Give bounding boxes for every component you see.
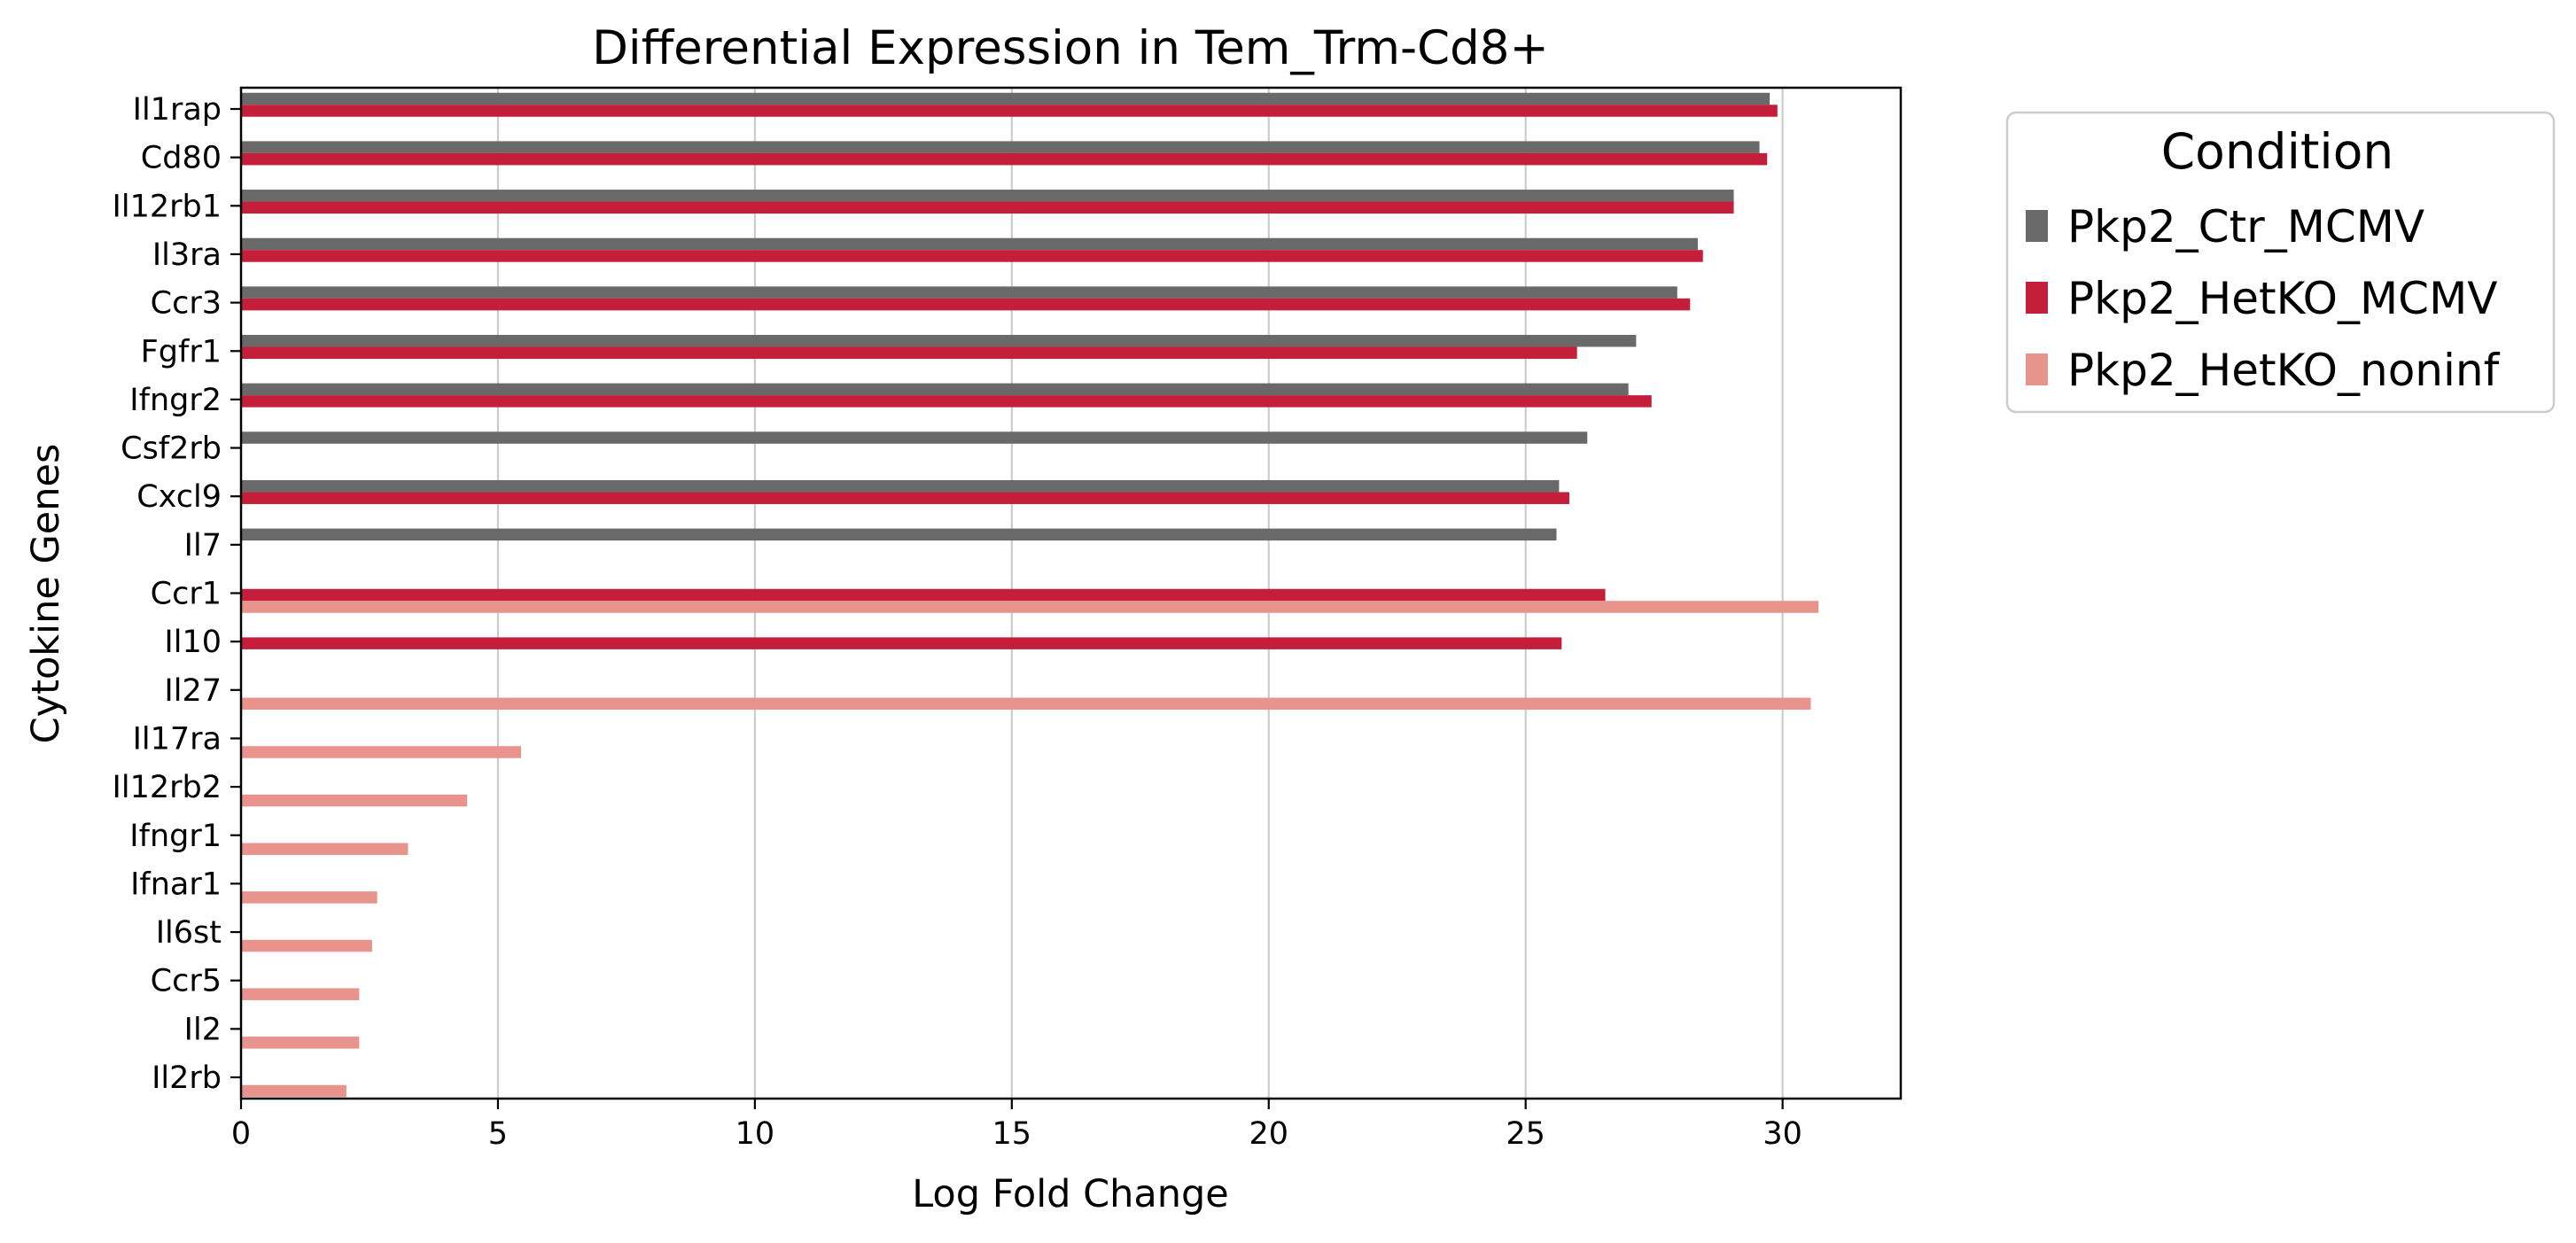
y-tick-label: Il1rap [133, 92, 222, 128]
y-tick-label: Il27 [164, 673, 222, 709]
bar [241, 891, 377, 904]
legend-swatch [2026, 282, 2048, 314]
bar [241, 843, 409, 855]
bar [241, 105, 1778, 117]
legend-frame [2005, 111, 2556, 414]
bar [241, 431, 1588, 444]
bar [241, 286, 1677, 299]
y-tick-label: Fgfr1 [141, 334, 222, 369]
bar [241, 335, 1637, 347]
bar [241, 250, 1703, 262]
y-tick-label: Ifnar1 [130, 866, 222, 902]
y-tick-label: Cd80 [141, 141, 222, 176]
y-tick-label: Il3ra [152, 237, 222, 273]
bar [241, 601, 1819, 613]
x-tick-label: 20 [1249, 1116, 1288, 1152]
y-tick-label: Ccr1 [151, 577, 222, 612]
x-tick-label: 5 [488, 1116, 508, 1152]
y-axis-label: Cytokine Genes [24, 444, 68, 744]
bar [241, 346, 1577, 359]
chart-title: Differential Expression in Tem_Trm-Cd8+ [592, 21, 1549, 75]
y-tick-label: Il7 [184, 528, 222, 563]
bar [241, 637, 1562, 649]
y-tick-label: Csf2rb [121, 431, 222, 467]
bar [241, 528, 1557, 541]
x-tick-label: 25 [1506, 1116, 1545, 1152]
x-tick-label: 30 [1763, 1116, 1802, 1152]
x-tick-label: 0 [231, 1116, 251, 1152]
bar [241, 190, 1734, 202]
y-tick-label: Il10 [164, 625, 222, 660]
bars [241, 92, 1819, 1098]
bar [241, 1037, 360, 1049]
bar [241, 988, 360, 1000]
bar [241, 794, 468, 807]
y-tick-label: Il2rb [152, 1060, 222, 1096]
x-tick-label: 10 [735, 1116, 775, 1152]
legend-swatch [2026, 210, 2048, 242]
y-tick-label: Ccr5 [151, 964, 222, 999]
legend-label: Pkp2_HetKO_MCMV [2067, 273, 2497, 324]
bar [241, 141, 1760, 153]
legend-label: Pkp2_HetKO_noninf [2067, 345, 2501, 396]
bar [241, 298, 1691, 311]
bar [241, 383, 1629, 396]
y-tick-label: Il12rb2 [113, 770, 222, 805]
y-tick-label: Il6st [156, 915, 222, 951]
y-tick-label: Ccr3 [151, 286, 222, 322]
legend-swatch [2026, 353, 2048, 385]
y-tick-label: Il12rb1 [113, 189, 222, 224]
y-tick-label: Il2 [184, 1012, 222, 1047]
x-axis-label: Log Fold Change [912, 1172, 1229, 1216]
y-axis: Il1rap Cd80 Il12rb1 Il3ra Ccr3 Fgfr1 Ifngr2 Csf… [113, 92, 241, 1096]
y-tick-label: Ifngr1 [129, 819, 222, 854]
bar [241, 1084, 346, 1098]
y-tick-label: Cxcl9 [136, 479, 222, 515]
y-tick-label: Il17ra [133, 721, 222, 757]
bar [241, 588, 1606, 602]
bar [241, 395, 1652, 408]
legend-title: Condition [2161, 123, 2393, 180]
bar [241, 152, 1768, 166]
y-tick-label: Ifngr2 [129, 383, 222, 418]
x-tick-label: 15 [992, 1116, 1032, 1152]
bar [241, 746, 522, 758]
bar [241, 697, 1811, 711]
bar [241, 479, 1560, 493]
legend-entries: Pkp2_Ctr_MCMV Pkp2_HetKO_MCMV Pkp2_HetKO_n… [2026, 201, 2501, 396]
bar [241, 201, 1734, 214]
legend: Condition Pkp2_Ctr_MCMVPkp2_HetKO_MCMVPk… [2005, 111, 2556, 414]
bar [241, 939, 372, 952]
bar [241, 492, 1569, 504]
x-axis: 0 5 10 15 20 25 30 [231, 1099, 1802, 1152]
legend-label: Pkp2_Ctr_MCMV [2067, 201, 2424, 252]
bar [241, 237, 1698, 251]
bar [241, 92, 1771, 105]
